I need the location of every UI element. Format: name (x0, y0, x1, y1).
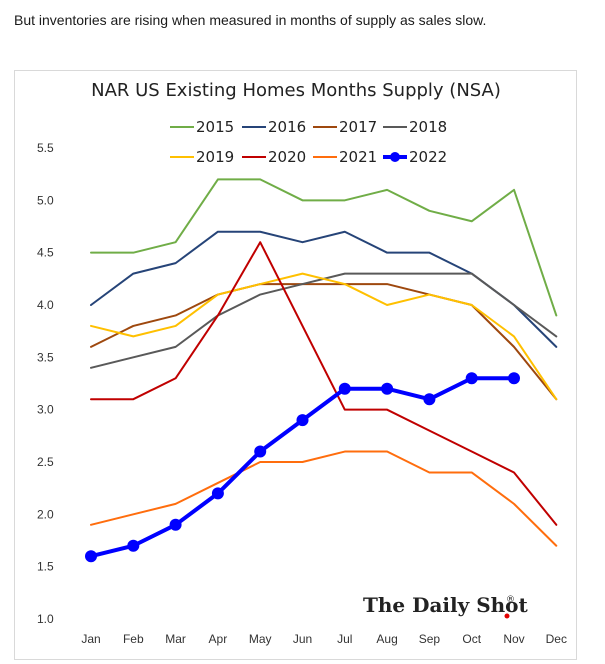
data-point-2022 (423, 393, 436, 406)
y-tick-label: 3.5 (37, 350, 54, 364)
series-2015 (90, 178, 558, 317)
plot-area (85, 178, 558, 563)
legend-label: 2021 (339, 148, 377, 166)
data-point-2022 (211, 487, 224, 500)
x-tick-label: Aug (376, 632, 397, 646)
x-tick-label: Apr (209, 632, 228, 646)
legend-label: 2015 (196, 118, 234, 136)
legend-item-2019: 2019 (170, 148, 234, 166)
x-tick-label: Oct (462, 632, 481, 646)
legend-item-2020: 2020 (242, 148, 306, 166)
watermark-dot (504, 613, 510, 619)
y-tick-label: 2.5 (37, 455, 54, 469)
y-tick-label: 5.0 (37, 193, 54, 207)
legend-item-2017: 2017 (313, 118, 377, 136)
y-tick-label: 1.5 (37, 560, 54, 574)
data-point-2022 (465, 372, 478, 385)
x-tick-label: Mar (165, 632, 186, 646)
x-tick-label: Jul (337, 632, 352, 646)
data-point-2022 (254, 445, 267, 458)
x-tick-label: Dec (546, 632, 567, 646)
x-tick-label: Sep (419, 632, 441, 646)
data-point-2022 (296, 414, 309, 427)
legend-item-2021: 2021 (313, 148, 377, 166)
legend-label: 2018 (409, 118, 447, 136)
legend-item-2018: 2018 (383, 118, 447, 136)
legend-label: 2019 (196, 148, 234, 166)
legend-label: 2017 (339, 118, 377, 136)
y-axis: 1.0 1.5 2.0 2.5 3.0 3.5 4.0 4.5 5.0 5.5 (37, 141, 54, 626)
series-line-2019 (90, 272, 558, 401)
chart-title: NAR US Existing Homes Months Supply (NSA… (91, 80, 501, 101)
watermark-logo: The Daily Shot (363, 593, 529, 617)
legend-item-2016: 2016 (242, 118, 306, 136)
series-2021 (90, 450, 558, 547)
x-axis: Jan Feb Mar Apr May Jun Jul Aug Sep Oct Nov Dec (81, 632, 567, 646)
x-tick-label: Feb (123, 632, 144, 646)
legend-item-2015: 2015 (170, 118, 234, 136)
y-tick-label: 4.5 (37, 246, 54, 260)
series-2020 (90, 241, 558, 526)
line-chart: NAR US Existing Homes Months Supply (NSA… (37, 80, 567, 646)
x-tick-label: Jun (293, 632, 312, 646)
y-tick-label: 4.0 (37, 298, 54, 312)
legend-item-2022: 2022 (383, 148, 447, 166)
legend-label: 2022 (409, 148, 447, 166)
series-line-2020 (90, 241, 558, 526)
chart-caption: But inventories are rising when measured… (14, 12, 487, 28)
legend: 2015 2016 2017 2018 2019 2020 2021 2022 (170, 118, 447, 166)
data-point-2022 (381, 382, 394, 395)
series-line-2015 (90, 178, 558, 317)
y-tick-label: 3.0 (37, 403, 54, 417)
series-2019 (90, 272, 558, 401)
legend-label: 2016 (268, 118, 306, 136)
data-point-2022 (508, 372, 520, 385)
series-line-2017 (90, 283, 558, 401)
data-point-2022 (169, 518, 182, 531)
chart-frame: NAR US Existing Homes Months Supply (NSA… (14, 70, 577, 660)
y-tick-label: 5.5 (37, 141, 54, 155)
series-2017 (90, 283, 558, 401)
x-tick-label: May (249, 632, 272, 646)
x-tick-label: Nov (503, 632, 524, 646)
x-tick-label: Jan (81, 632, 100, 646)
data-point-2022 (85, 550, 97, 563)
data-point-2022 (338, 382, 351, 395)
y-tick-label: 1.0 (37, 612, 54, 626)
data-point-2022 (127, 539, 140, 552)
watermark-registered-mark: ® (506, 595, 515, 605)
y-tick-label: 2.0 (37, 507, 54, 521)
series-line-2022 (89, 376, 516, 559)
series-line-2021 (90, 450, 558, 547)
legend-marker (390, 152, 400, 162)
series-2022 (85, 372, 520, 563)
legend-label: 2020 (268, 148, 306, 166)
